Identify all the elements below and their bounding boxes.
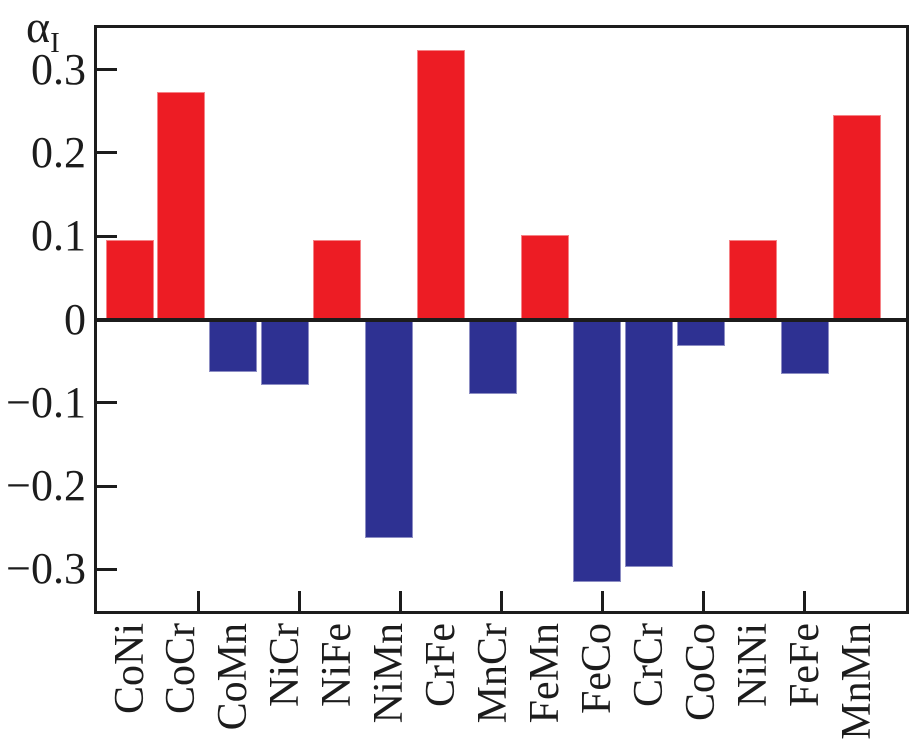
x-tick-label-coco: CoCo [678, 623, 725, 722]
alpha-subscript-i: I [50, 27, 60, 60]
bar-femn [521, 235, 570, 320]
x-tick-label-crfe: CrFe [418, 623, 465, 707]
zero-baseline [97, 317, 906, 322]
x-axis-tick [702, 591, 706, 611]
y-axis-tick [97, 484, 117, 488]
bar-coco [677, 319, 726, 347]
x-tick-label-nimn: NiMn [366, 623, 413, 724]
x-axis-tick [398, 591, 402, 611]
x-tick-label-femn: FeMn [522, 623, 569, 724]
x-tick-label-nicr: NiCr [262, 623, 309, 707]
alpha-symbol: α [26, 1, 51, 52]
x-tick-label-comn: CoMn [210, 623, 257, 731]
y-axis-tick [97, 68, 117, 72]
x-tick-label-crcr: CrCr [626, 623, 673, 707]
bar-crcr [625, 319, 674, 567]
y-tick-label: 0.2 [31, 127, 86, 177]
y-tick-label: 0.3 [31, 44, 86, 94]
bar-mncr [469, 319, 518, 395]
x-tick-label-nini: NiNi [730, 623, 777, 707]
bar-nicr [261, 319, 310, 386]
x-axis-tick [601, 591, 605, 611]
y-tick-label: −0.1 [6, 377, 86, 427]
x-axis-tick [803, 591, 807, 611]
x-tick-label-mncr: MnCr [470, 623, 517, 724]
x-tick-label-nife: NiFe [314, 623, 361, 707]
bar-crfe [417, 49, 466, 320]
bar-feco [573, 319, 622, 582]
bar-cocr [157, 92, 206, 320]
y-axis-tick [97, 401, 117, 405]
y-axis-title: αI [26, 0, 60, 70]
x-axis-tick [297, 591, 301, 611]
y-tick-label: −0.3 [6, 544, 86, 594]
x-tick-label-feco: FeCo [574, 623, 621, 715]
x-tick-label-fefe: FeFe [781, 623, 828, 707]
bar-nini [729, 240, 778, 320]
y-tick-label: 0.1 [31, 211, 86, 261]
bar-coni [105, 239, 154, 320]
bar-nife [313, 240, 362, 320]
y-tick-label: −0.2 [6, 461, 86, 511]
x-tick-label-coni: CoNi [106, 623, 153, 715]
x-axis-tick [500, 591, 503, 611]
bar-comn [209, 319, 258, 372]
y-tick-label: 0 [64, 294, 86, 344]
y-axis-tick [97, 151, 117, 155]
y-axis-tick [97, 567, 117, 571]
bar-fefe [780, 319, 829, 375]
x-axis-tick [196, 591, 200, 611]
bar-nimn [365, 319, 414, 538]
x-tick-label-mnmn: MnMn [833, 623, 880, 740]
x-tick-label-cocr: CoCr [158, 623, 205, 715]
bar-mnmn [832, 114, 881, 320]
plot-area [94, 25, 909, 614]
y-axis-tick [97, 234, 117, 238]
